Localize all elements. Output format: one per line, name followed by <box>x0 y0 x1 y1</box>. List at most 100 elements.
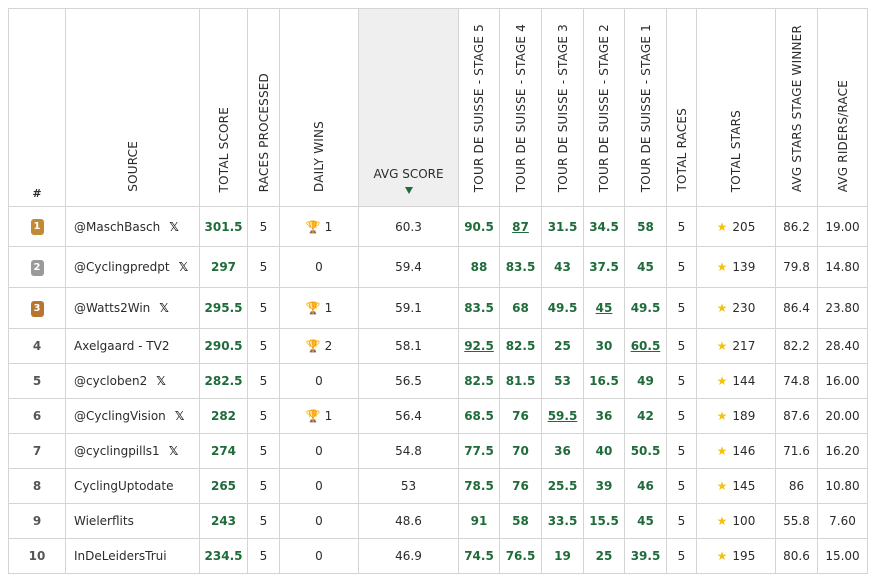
total-stars-cell: ★ 195 <box>696 538 776 574</box>
daily-wins-cell: 0 <box>279 363 359 399</box>
source-cell: @CyclingVision 𝕏 <box>65 398 200 434</box>
races-processed-cell: 5 <box>247 503 280 539</box>
col-daily-wins[interactable]: DAILY WINS <box>279 8 359 207</box>
x-logo-icon[interactable]: 𝕏 <box>159 301 169 315</box>
stage-score-value: 36 <box>595 409 613 423</box>
avg-riders-value: 15.00 <box>825 549 860 563</box>
x-logo-icon[interactable]: 𝕏 <box>168 444 179 458</box>
col-source[interactable]: SOURCE <box>65 8 200 207</box>
source-name: @Cyclingpredpt <box>74 260 170 274</box>
avg-riders-cell: 7.60 <box>817 503 868 539</box>
stage-score-value: 45 <box>637 514 654 528</box>
stage-score-value: 77.5 <box>464 444 494 458</box>
rank-cell: 3 <box>8 287 66 329</box>
avg-score-value: 60.3 <box>395 219 422 234</box>
avg-riders-value: 16.00 <box>825 374 860 388</box>
stage-1-cell: 39.5 <box>624 538 667 574</box>
stage-4-cell: 76 <box>499 468 542 504</box>
stage-score-value: 53 <box>554 374 571 388</box>
table-row[interactable]: 3 @Watts2Win 𝕏 295.5 5 🏆 1 59.1 83.5 68 49.5 45 49.5… <box>8 287 868 329</box>
col-stage-2[interactable]: TOUR DE SUISSE - STAGE 2 <box>583 8 625 207</box>
col-stage-5[interactable]: TOUR DE SUISSE - STAGE 5 <box>458 8 500 207</box>
races-processed-value: 5 <box>259 549 268 563</box>
source-name: CyclingUptodate <box>74 479 174 493</box>
total-stars-value: 217 <box>732 339 756 353</box>
total-score-value: 290.5 <box>204 339 243 353</box>
rank-cell: 9 <box>8 503 66 539</box>
stage-score-value: 88 <box>470 260 488 274</box>
avg-stars-value: 79.8 <box>783 260 810 274</box>
col-total-races[interactable]: TOTAL RACES <box>666 8 697 207</box>
x-logo-icon[interactable]: 𝕏 <box>178 260 189 274</box>
table-row[interactable]: 4 Axelgaard - TV2 290.5 5 🏆 2 58.1 92.5 82.5 25 30… <box>8 328 868 364</box>
total-races-cell: 5 <box>666 206 697 247</box>
col-stage-1[interactable]: TOUR DE SUISSE - STAGE 1 <box>624 8 667 207</box>
col-stage-4[interactable]: TOUR DE SUISSE - STAGE 4 <box>499 8 542 207</box>
daily-wins-value: 1 <box>324 219 333 234</box>
leaderboard-table: # SOURCE TOTAL SCORE RACES PROCESSED DAI… <box>8 8 868 574</box>
total-stars-value: 139 <box>732 260 756 274</box>
trophy-icon: 🏆 <box>305 219 321 234</box>
total-stars-value: 230 <box>732 301 756 315</box>
total-score-cell: 274 <box>199 433 248 469</box>
col-avg-stars-stage-winner[interactable]: AVG STARS STAGE WINNER <box>775 8 818 207</box>
col-total-score[interactable]: TOTAL SCORE <box>199 8 248 207</box>
races-processed-cell: 5 <box>247 538 280 574</box>
avg-riders-cell: 15.00 <box>817 538 868 574</box>
source-name: @cyclingpills1 <box>74 444 160 458</box>
table-row[interactable]: 5 @cycloben2 𝕏 282.5 5 0 56.5 82.5 81.5 53 16.5 49 5… <box>8 363 868 399</box>
total-races-cell: 5 <box>666 328 697 364</box>
col-avg-riders-race[interactable]: AVG RIDERS/RACE <box>817 8 868 207</box>
table-row[interactable]: 2 @Cyclingpredpt 𝕏 297 5 0 59.4 88 83.5 43 37.5 45 5… <box>8 246 868 288</box>
star-icon: ★ <box>716 409 728 423</box>
races-processed-cell: 5 <box>247 363 280 399</box>
stage-score-value: 25.5 <box>547 479 578 493</box>
x-logo-icon[interactable]: 𝕏 <box>156 374 166 388</box>
source-name: @CyclingVision <box>74 409 166 423</box>
stage-score-value: 42 <box>637 409 654 423</box>
source-name: InDeLeidersTrui <box>74 549 167 563</box>
avg-riders-value: 20.00 <box>825 409 860 423</box>
avg-stars-value: 82.2 <box>783 339 810 353</box>
avg-riders-cell: 28.40 <box>817 328 868 364</box>
avg-riders-cell: 23.80 <box>817 287 868 329</box>
col-stage-3[interactable]: TOUR DE SUISSE - STAGE 3 <box>541 8 584 207</box>
x-logo-icon[interactable]: 𝕏 <box>174 409 185 423</box>
table-row[interactable]: 9 Wielerflits 243 5 0 48.6 91 58 33.5 15.5 45 5 ★ 100… <box>8 503 868 539</box>
avg-score-value: 59.4 <box>395 260 422 274</box>
source-name: @cycloben2 <box>74 374 148 388</box>
table-row[interactable]: 10 InDeLeidersTrui 234.5 5 0 46.9 74.5 76.5 19 25… <box>8 538 868 574</box>
avg-stars-value: 86 <box>788 479 805 493</box>
stage-1-cell: 49.5 <box>624 287 667 329</box>
total-score-cell: 282 <box>199 398 248 434</box>
col-rank[interactable]: # <box>8 8 66 207</box>
avg-score-value: 58.1 <box>395 339 422 353</box>
stage-1-cell: 45 <box>624 503 667 539</box>
x-logo-icon[interactable]: 𝕏 <box>169 219 179 234</box>
avg-stars-cell: 82.2 <box>775 328 818 364</box>
table-row[interactable]: 7 @cyclingpills1 𝕏 274 5 0 54.8 77.5 70 36 40 50.5 5… <box>8 433 868 469</box>
stage-score-value: 76 <box>512 479 529 493</box>
total-stars-value: 144 <box>732 374 756 388</box>
stage-4-cell: 81.5 <box>499 363 542 399</box>
stage-2-cell: 39 <box>583 468 625 504</box>
daily-wins-cell: 0 <box>279 503 359 539</box>
table-row[interactable]: 6 @CyclingVision 𝕏 282 5 🏆 1 56.4 68.5 76 59.5 36 42… <box>8 398 868 434</box>
star-icon: ★ <box>716 549 728 563</box>
table-row[interactable]: 8 CyclingUptodate 265 5 0 53 78.5 76 25.5 39 46 5 ★ 1… <box>8 468 868 504</box>
races-processed-cell: 5 <box>247 468 280 504</box>
stage-score-value: 70 <box>512 444 529 458</box>
total-races-cell: 5 <box>666 398 697 434</box>
stage-5-cell: 83.5 <box>458 287 500 329</box>
stage-score-value: 37.5 <box>589 260 619 274</box>
stage-score-value: 76.5 <box>505 549 536 563</box>
col-avg-score[interactable]: AVG SCORE <box>358 8 459 207</box>
source-cell: @Cyclingpredpt 𝕏 <box>65 246 200 288</box>
total-races-value: 5 <box>677 260 686 274</box>
col-total-stars[interactable]: TOTAL STARS <box>696 8 776 207</box>
avg-stars-cell: 86.2 <box>775 206 818 247</box>
avg-riders-cell: 10.80 <box>817 468 868 504</box>
table-row[interactable]: 1 @MaschBasch 𝕏 301.5 5 🏆 1 60.3 90.5 87 31.5 34.5 5… <box>8 206 868 247</box>
trophy-icon: 🏆 <box>305 409 321 423</box>
col-races-processed[interactable]: RACES PROCESSED <box>247 8 280 207</box>
